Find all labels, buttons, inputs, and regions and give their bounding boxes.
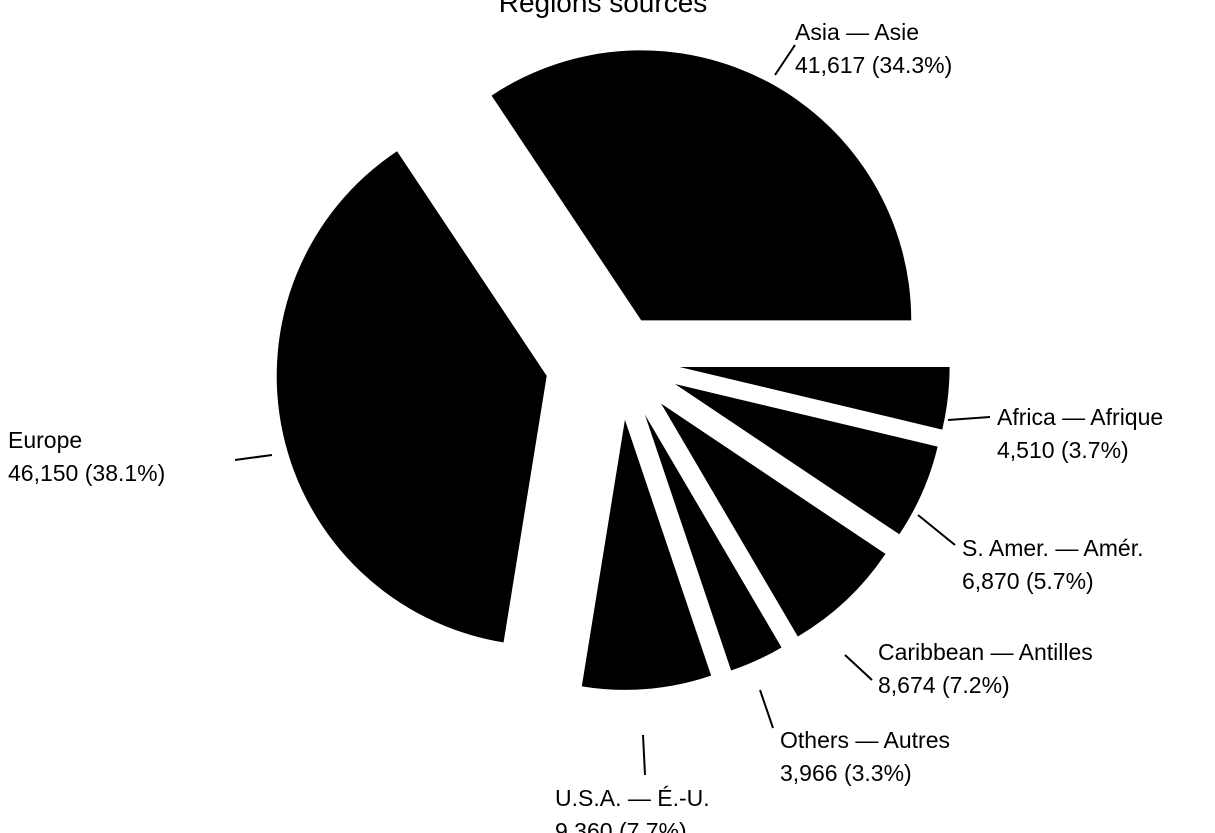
value-label: 46,150 (38.1%) — [8, 460, 165, 486]
slice-label: Europe — [8, 427, 82, 453]
value-label: 9,360 (7.7%) — [555, 818, 687, 833]
pie-slice — [491, 50, 912, 321]
value-label: 6,870 (5.7%) — [962, 568, 1094, 594]
leader-line — [917, 514, 956, 546]
value-label: 8,674 (7.2%) — [878, 672, 1010, 698]
value-label: 3,966 (3.3%) — [780, 760, 912, 786]
slice-label: Caribbean — Antilles — [878, 639, 1093, 665]
leader-line — [844, 654, 873, 681]
chart-title: Régions sources — [499, 0, 708, 18]
pie-slice — [661, 403, 886, 637]
pie-slice — [674, 384, 938, 535]
leader-line — [234, 454, 273, 461]
value-label: 41,617 (34.3%) — [795, 52, 952, 78]
slice-label: Africa — Afrique — [997, 404, 1163, 430]
value-label: 4,510 (3.7%) — [997, 437, 1129, 463]
pie-slice — [679, 367, 950, 430]
pie-slice — [644, 414, 782, 671]
slice-label: Asia — Asie — [795, 19, 919, 45]
leader-line — [759, 689, 774, 729]
leader-line — [947, 416, 991, 421]
leader-line — [642, 734, 646, 776]
slice-label: S. Amer. — Amér. — [962, 535, 1144, 561]
pie-slice — [276, 151, 547, 643]
slice-label: Others — Autres — [780, 727, 950, 753]
leader-line — [774, 44, 796, 76]
slice-label: U.S.A. — É.-U. — [555, 785, 710, 811]
pie-slice — [581, 419, 712, 690]
